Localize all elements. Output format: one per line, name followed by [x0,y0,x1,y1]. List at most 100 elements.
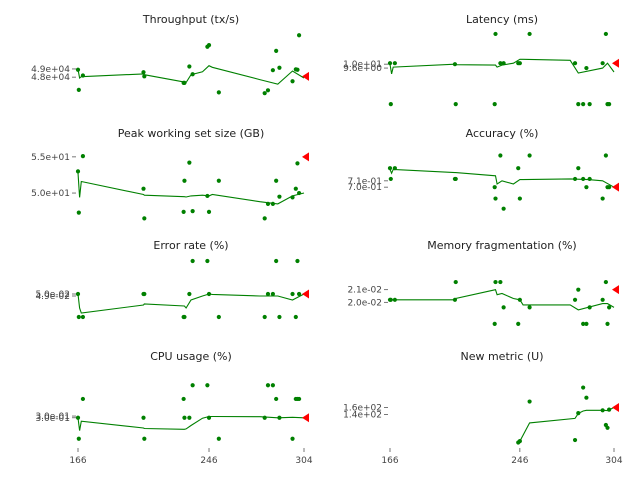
data-point [142,74,147,79]
data-point [277,314,282,320]
data-point [265,291,271,297]
x-tick-label: 246 [200,456,217,466]
y-tick-label: 5.0e-02 [35,290,70,300]
data-point [141,186,146,191]
data-point [576,287,581,292]
data-point [453,102,458,107]
data-point [581,385,586,390]
subplot-title: Error rate (%) [153,239,228,252]
data-point [270,291,275,297]
data-point [527,399,532,404]
data-point [517,196,522,201]
data-point [216,90,221,95]
data-point [452,297,458,302]
data-point [388,176,393,182]
y-tick-label: 1.6e+02 [343,404,382,414]
data-point [205,193,210,199]
data-point [387,61,393,66]
data-point [392,61,397,66]
data-point [498,61,503,66]
data-point [517,439,522,444]
x-tick-label: 304 [605,456,622,466]
data-point [296,396,302,402]
subplot-2: Latency (ms) 9.6e+001.0e+01 [343,13,619,107]
current-value-marker [612,285,619,295]
series-line [389,58,615,75]
data-point [581,176,586,182]
data-point [600,196,605,201]
data-point [142,291,147,297]
y-tick-label: 2.1e-02 [347,286,382,296]
data-point [205,258,210,264]
data-point [296,190,302,196]
data-point [584,65,589,71]
subplot-6: Memory fragmentation (%) 2.0e-02 2.1e-02 [347,239,619,326]
series-line [389,168,615,188]
data-point [572,61,578,66]
data-point [607,407,612,412]
data-point [492,321,497,326]
series-line [77,172,305,205]
data-point [216,178,221,183]
current-value-marker [302,413,309,423]
data-point [206,43,212,48]
current-value-marker [302,152,309,162]
y-tick-label: 4.9e-02 [35,292,70,302]
data-point [76,87,81,92]
data-point [265,201,271,207]
data-point [75,169,81,174]
data-point [274,48,279,53]
y-tick-label: 3.0e-01 [35,414,70,424]
y-tick-label: 1.0e+01 [343,60,382,70]
data-point [600,61,605,66]
subplot-title: New metric (U) [460,350,543,363]
subplot-4: Accuracy (%) 7.0e-017.1e-01 [347,127,619,211]
data-point [492,102,497,107]
data-point [265,88,271,93]
data-point [452,62,458,67]
subplot-5: Error rate (%) 4.9e-025.0e-02 [35,239,309,320]
data-point [600,297,605,302]
subplot-3: Peak working set size (GB) 5.0e+01 5.5e+01 [31,127,309,221]
data-point [290,79,295,84]
data-point [265,383,271,388]
data-point [216,314,221,320]
data-point [296,291,302,297]
data-point [584,321,589,326]
data-point [75,291,81,297]
data-point [501,61,506,66]
data-point [392,166,397,171]
x-tick-label: 166 [69,456,86,466]
data-point [262,216,267,221]
y-tick-label: 4.8e+04 [31,73,70,83]
data-point [190,72,195,77]
data-point [142,216,147,221]
data-point [187,291,192,297]
data-point [605,425,610,430]
y-tick-label: 7.1e-01 [347,177,382,187]
subplot-title: Latency (ms) [466,13,538,26]
data-point [182,80,187,86]
x-tick-label: 166 [381,456,398,466]
data-point [141,70,146,75]
data-point [576,102,581,107]
data-point [216,436,221,441]
data-point [274,396,279,402]
data-point [187,64,192,69]
data-point [277,415,282,420]
current-value-marker [612,403,619,412]
data-point [492,185,497,190]
data-point [572,437,578,443]
data-point [587,102,592,107]
data-point [388,297,393,302]
data-point [388,102,393,107]
x-tick-label: 246 [511,456,528,466]
data-point [295,161,300,166]
data-point [603,153,608,158]
y-tick-label: 1.4e+02 [343,411,382,421]
data-point [392,297,397,302]
y-tick-label: 7.0e-01 [347,183,382,193]
current-value-marker [302,289,309,299]
subplot-1: Throughput (tx/s) 4.8e+044.9e+04 [31,13,309,96]
data-point [80,73,86,78]
